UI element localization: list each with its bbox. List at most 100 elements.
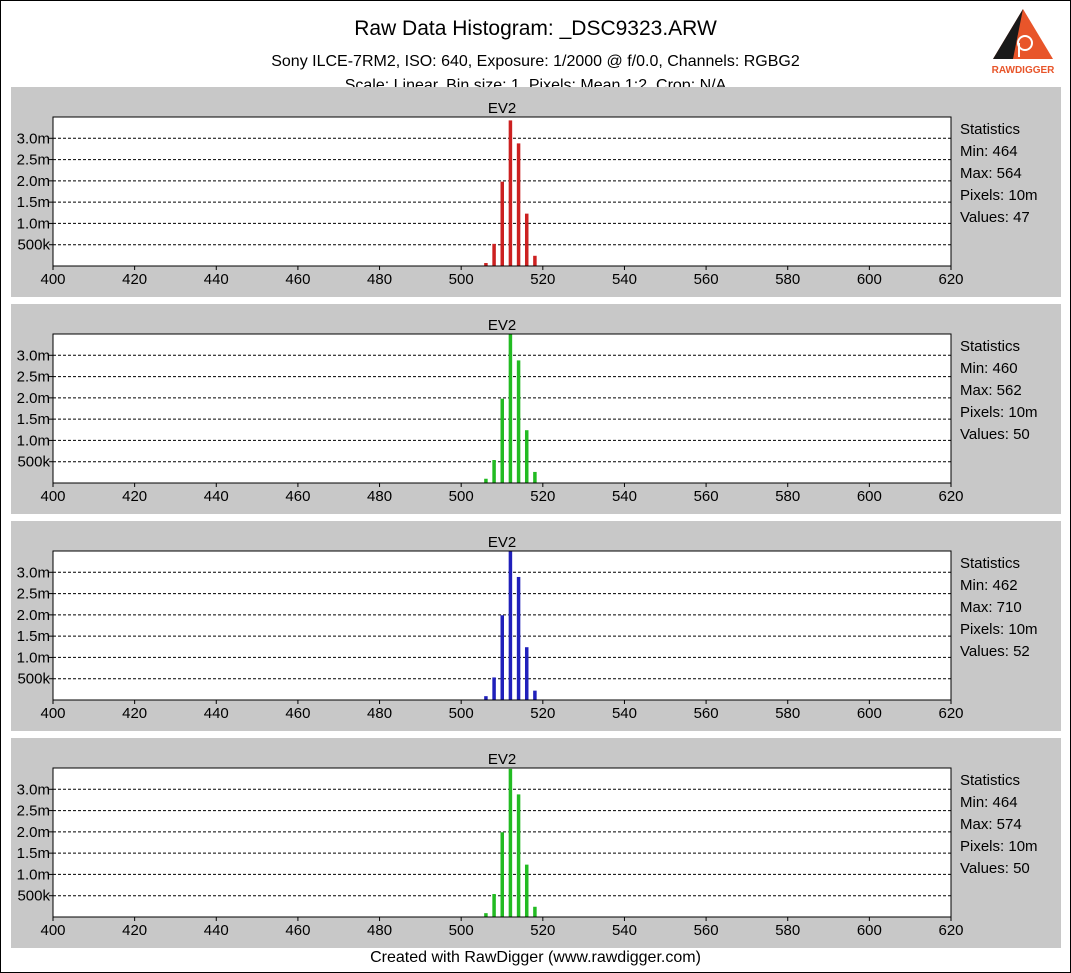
- histogram-bar: [492, 460, 496, 483]
- histogram-bar: [484, 478, 488, 483]
- y-tick-label: 2.0m: [17, 173, 50, 190]
- x-tick-label: 500: [449, 271, 474, 288]
- y-tick-label: 3.0m: [17, 564, 50, 581]
- plot-border: [52, 550, 952, 701]
- stats-header: Statistics: [960, 121, 1021, 138]
- x-tick-label: 520: [530, 488, 555, 505]
- plot-border: [52, 116, 952, 267]
- x-tick-label: 540: [612, 271, 637, 288]
- chart-title: EV2: [488, 751, 516, 768]
- histogram-chart-green2: 500k 1.0m 1.5m 2.0m 2.5m 3.0m 400 420 440 460 480 5…: [17, 751, 964, 939]
- x-tick-label: 440: [204, 922, 229, 939]
- x-tick-label: 580: [775, 922, 800, 939]
- y-tick-label: 1.5m: [17, 628, 50, 645]
- y-tick-label: 1.0m: [17, 432, 50, 449]
- stats-min: Min: 460: [960, 360, 1018, 377]
- x-tick-label: 520: [530, 271, 555, 288]
- chart-title: EV2: [488, 534, 516, 551]
- histogram-bar: [524, 647, 529, 700]
- x-tick-label: 520: [530, 922, 555, 939]
- y-tick-label: 3.0m: [17, 130, 50, 147]
- histogram-bar: [533, 906, 537, 917]
- x-tick-label: 420: [122, 271, 147, 288]
- x-tick-label: 560: [694, 271, 719, 288]
- x-tick-label: 440: [204, 488, 229, 505]
- x-tick-label: 500: [449, 488, 474, 505]
- x-tick-label: 600: [857, 271, 882, 288]
- histogram-panel-green: 500k 1.0m 1.5m 2.0m 2.5m 3.0m 400 420 440 460 480 5…: [11, 304, 1061, 514]
- histogram-bar: [500, 181, 504, 266]
- x-tick-label: 480: [367, 271, 392, 288]
- stats-max: Max: 562: [960, 382, 1022, 399]
- y-tick-label: 1.0m: [17, 866, 50, 883]
- stats-max: Max: 574: [960, 816, 1022, 833]
- histogram-chart-red: 500k 1.0m 1.5m 2.0m 2.5m 3.0m 400 420 440 460 480 5…: [17, 100, 964, 288]
- y-tick-label: 2.5m: [17, 152, 50, 169]
- x-tick-label: 420: [122, 922, 147, 939]
- histogram-panel-blue: 500k 1.0m 1.5m 2.0m 2.5m 3.0m 400 420 440 460 480 5…: [11, 521, 1061, 731]
- histogram-bar: [508, 768, 513, 917]
- stats-values: Values: 47: [960, 209, 1030, 226]
- y-tick-label: 500k: [17, 888, 50, 905]
- histogram-bar: [533, 690, 537, 700]
- stats-min: Min: 464: [960, 794, 1018, 811]
- page-title: Raw Data Histogram: _DSC9323.ARW: [354, 17, 717, 40]
- x-tick-label: 480: [367, 705, 392, 722]
- x-tick-label: 620: [938, 488, 963, 505]
- x-tick-label: 560: [694, 922, 719, 939]
- histogram-bar: [508, 334, 513, 483]
- stats-min: Min: 464: [960, 143, 1018, 160]
- statistics-red: Statistics Min: 464 Max: 564 Pixels: 10m…: [960, 119, 1038, 229]
- x-tick-label: 600: [857, 705, 882, 722]
- stats-pixels: Pixels: 10m: [960, 621, 1038, 638]
- histogram-chart-green: 500k 1.0m 1.5m 2.0m 2.5m 3.0m 400 420 440 460 480 5…: [17, 317, 964, 505]
- rawdigger-logo: RAWDIGGER: [992, 9, 1055, 76]
- x-tick-label: 600: [857, 922, 882, 939]
- histogram-bar: [524, 430, 529, 483]
- stats-max: Max: 564: [960, 165, 1022, 182]
- histogram-bar: [533, 255, 537, 266]
- histogram-bar: [508, 120, 513, 266]
- histogram-bar: [484, 696, 488, 700]
- histogram-bar: [500, 832, 504, 917]
- stats-values: Values: 52: [960, 643, 1030, 660]
- footer-credit: Created with RawDigger (www.rawdigger.co…: [370, 949, 701, 966]
- histogram-bar: [516, 794, 521, 917]
- histogram-bar: [500, 615, 504, 700]
- stats-pixels: Pixels: 10m: [960, 404, 1038, 421]
- histogram-bar: [484, 263, 488, 266]
- statistics-green: Statistics Min: 460 Max: 562 Pixels: 10m…: [960, 336, 1038, 446]
- stats-pixels: Pixels: 10m: [960, 838, 1038, 855]
- x-tick-label: 420: [122, 488, 147, 505]
- histogram-bar: [500, 398, 504, 483]
- histogram-panel-green2: 500k 1.0m 1.5m 2.0m 2.5m 3.0m 400 420 440 460 480 5…: [11, 738, 1061, 948]
- histogram-bar: [492, 677, 496, 700]
- x-tick-label: 460: [285, 271, 310, 288]
- y-tick-label: 2.5m: [17, 803, 50, 820]
- x-tick-label: 580: [775, 705, 800, 722]
- x-tick-label: 460: [285, 922, 310, 939]
- x-tick-label: 440: [204, 271, 229, 288]
- x-tick-label: 460: [285, 705, 310, 722]
- x-tick-label: 600: [857, 488, 882, 505]
- histogram-bar: [492, 894, 496, 917]
- y-tick-label: 500k: [17, 237, 50, 254]
- histogram-bar: [524, 213, 529, 266]
- histogram-bar: [508, 551, 513, 700]
- stats-header: Statistics: [960, 555, 1021, 572]
- x-tick-label: 500: [449, 705, 474, 722]
- x-tick-label: 620: [938, 271, 963, 288]
- y-tick-label: 1.5m: [17, 194, 50, 211]
- stats-max: Max: 710: [960, 599, 1022, 616]
- statistics-blue: Statistics Min: 462 Max: 710 Pixels: 10m…: [960, 553, 1038, 663]
- stats-header: Statistics: [960, 772, 1021, 789]
- y-tick-label: 1.0m: [17, 215, 50, 232]
- x-tick-label: 580: [775, 271, 800, 288]
- stats-header: Statistics: [960, 338, 1021, 355]
- x-tick-label: 560: [694, 705, 719, 722]
- stats-min: Min: 462: [960, 577, 1018, 594]
- histogram-bar: [533, 471, 537, 483]
- y-tick-label: 1.5m: [17, 411, 50, 428]
- histogram-bar: [516, 576, 521, 700]
